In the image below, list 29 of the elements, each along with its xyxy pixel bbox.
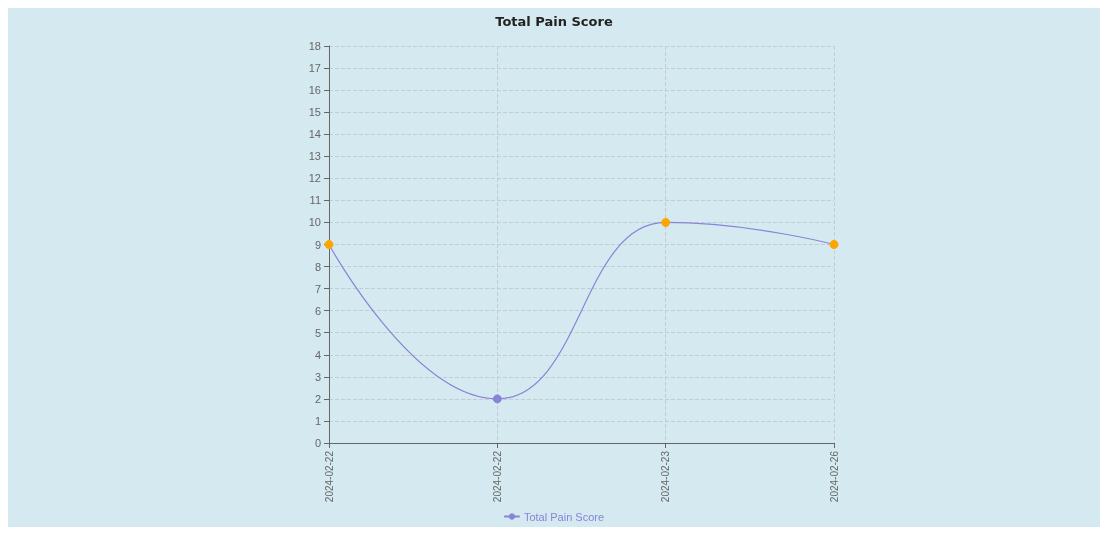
- y-tick-label: 14: [308, 128, 321, 141]
- y-tick-label: 3: [314, 370, 321, 383]
- x-tick-label: 2024-02-23: [660, 450, 672, 503]
- y-tick-label: 10: [308, 216, 321, 229]
- y-tick-label: 2: [314, 392, 321, 405]
- y-tick-label: 1: [314, 414, 321, 427]
- y-tick-label: 0: [314, 437, 321, 449]
- x-tick-label: 2024-02-22: [323, 450, 335, 503]
- y-tick-label: 8: [314, 260, 321, 273]
- x-tick-label: 2024-02-26: [828, 450, 840, 503]
- y-tick-label: 11: [309, 194, 321, 207]
- y-tick-label: 13: [308, 150, 321, 163]
- point: [492, 394, 502, 404]
- y-tick-label: 5: [314, 326, 321, 339]
- y-tick-label: 4: [314, 348, 321, 361]
- y-tick-label: 18: [308, 40, 321, 52]
- legend-label: Total Pain Score: [523, 510, 605, 523]
- point: [829, 240, 839, 249]
- y-tick-label: 7: [314, 282, 321, 295]
- y-tick-label: 17: [308, 62, 321, 75]
- y-tick-label: 6: [314, 304, 321, 317]
- point: [324, 240, 334, 249]
- x-tick-label: 2024-02-22: [491, 450, 503, 503]
- chart-title: Total Pain Score: [495, 14, 613, 29]
- y-tick-label: 16: [308, 84, 321, 97]
- y-tick-label: 9: [314, 238, 321, 251]
- y-tick-label: 15: [308, 106, 321, 119]
- point: [661, 217, 671, 227]
- y-tick-label: 12: [308, 172, 321, 185]
